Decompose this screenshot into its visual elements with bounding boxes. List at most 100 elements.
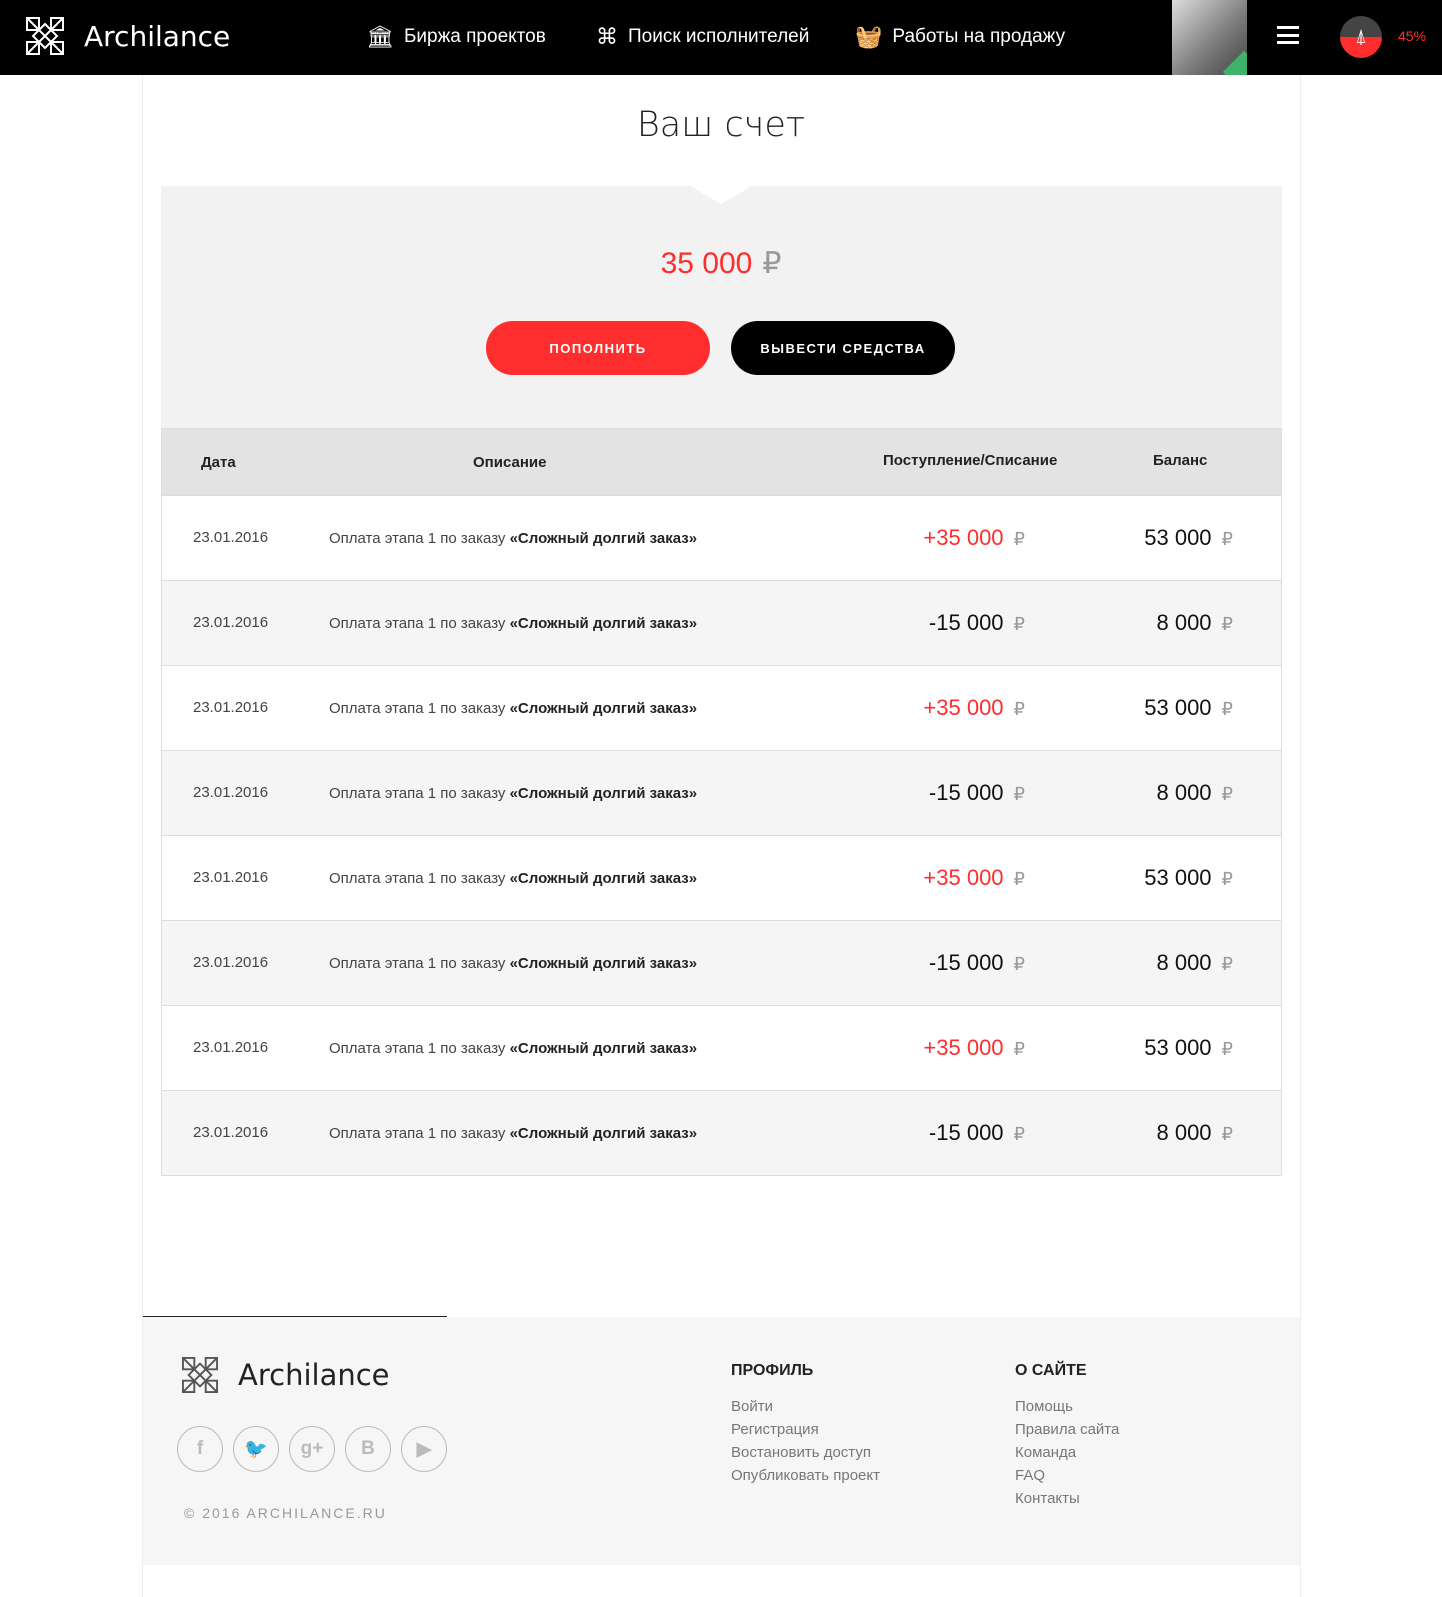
panel-notch <box>690 186 752 204</box>
footer-link[interactable]: FAQ <box>1015 1467 1046 1484</box>
order-link[interactable]: «Сложный долгий заказ» <box>509 700 698 717</box>
footer-link[interactable]: Контакты <box>1015 1490 1080 1507</box>
currency-sign: ₽ <box>762 247 782 280</box>
row-description: Оплата этапа 1 по заказу «Сложный долгий… <box>329 615 697 632</box>
table-row: 23.01.2016 Оплата этапа 1 по заказу «Сло… <box>162 580 1281 665</box>
currency-sign: ₽ <box>1221 1124 1233 1144</box>
amount-value: -15 000 <box>928 1120 1004 1145</box>
balance-value: 53 000 <box>1144 1035 1212 1060</box>
balance-value: 8 000 <box>1156 950 1212 975</box>
order-link[interactable]: «Сложный долгий заказ» <box>509 615 698 632</box>
withdraw-button[interactable]: ВЫВЕСТИ СРЕДСТВА <box>731 321 955 375</box>
brand-name: Archilance <box>84 19 231 53</box>
currency-sign: ₽ <box>1221 1039 1233 1059</box>
content-frame <box>142 75 1301 1597</box>
amount-value: +35 000 <box>923 1035 1004 1060</box>
currency-sign: ₽ <box>1013 699 1025 719</box>
nav-projects[interactable]: 🏛 Биржа проектов <box>366 24 546 50</box>
table-row: 23.01.2016 Оплата этапа 1 по заказу «Сло… <box>162 1005 1281 1090</box>
currency-sign: ₽ <box>1013 614 1025 634</box>
amount-value: -15 000 <box>928 950 1004 975</box>
footer-link[interactable]: Опубликовать проект <box>731 1467 880 1484</box>
currency-sign: ₽ <box>1013 784 1025 804</box>
menu-icon[interactable] <box>1277 26 1299 44</box>
compass-progress-icon[interactable]: ⍋ <box>1340 16 1382 58</box>
row-balance: 53 000 ₽ <box>1144 695 1233 721</box>
row-description: Оплата этапа 1 по заказу «Сложный долгий… <box>329 700 697 717</box>
nav-works-for-sale[interactable]: 🧺 Работы на продажу <box>855 24 1065 50</box>
order-link[interactable]: «Сложный долгий заказ» <box>509 530 698 547</box>
row-balance: 53 000 ₽ <box>1144 1035 1233 1061</box>
top-header: Archilance 🏛 Биржа проектов ⌘ Поиск исполн… <box>0 0 1442 75</box>
row-balance: 8 000 ₽ <box>1156 610 1233 636</box>
youtube-icon[interactable]: ▶ <box>401 1426 447 1472</box>
transactions-table: Дата Описание Поступление/Списание Балан… <box>161 428 1282 1176</box>
row-date: 23.01.2016 <box>193 1039 269 1056</box>
row-date: 23.01.2016 <box>193 614 269 631</box>
facebook-icon[interactable]: f <box>177 1426 223 1472</box>
balance-value: 53 000 <box>1144 695 1212 720</box>
row-description: Оплата этапа 1 по заказу «Сложный долгий… <box>329 1040 697 1057</box>
table-row: 23.01.2016 Оплата этапа 1 по заказу «Сло… <box>162 920 1281 1005</box>
header-balance: Баланс <box>1153 452 1208 469</box>
row-date: 23.01.2016 <box>193 784 269 801</box>
currency-sign: ₽ <box>1221 784 1233 804</box>
google-plus-icon[interactable]: g+ <box>289 1426 335 1472</box>
currency-sign: ₽ <box>1221 529 1233 549</box>
footer-link[interactable]: Помощь <box>1015 1398 1073 1415</box>
footer <box>143 1317 1300 1565</box>
row-amount: +35 000 ₽ <box>923 525 1025 551</box>
page-title: Ваш счет <box>636 105 806 145</box>
twitter-icon[interactable]: 🐦 <box>233 1426 279 1472</box>
nav-freelancers[interactable]: ⌘ Поиск исполнителей <box>596 24 809 50</box>
order-link[interactable]: «Сложный долгий заказ» <box>509 1125 698 1142</box>
footer-profile-column: ПРОФИЛЬ Войти Регистрация Востановить досту… <box>731 1362 880 1490</box>
table-row: 23.01.2016 Оплата этапа 1 по заказу «Сло… <box>162 835 1281 920</box>
balance-value: 53 000 <box>1144 525 1212 550</box>
nav-label: Работы на продажу <box>892 26 1066 47</box>
row-balance: 53 000 ₽ <box>1144 865 1233 891</box>
footer-brand: Archilance <box>238 1358 390 1392</box>
currency-sign: ₽ <box>1013 1039 1025 1059</box>
currency-sign: ₽ <box>1013 954 1025 974</box>
description-text: Оплата этапа 1 по заказу <box>329 1125 510 1142</box>
balance-value: 35 000 <box>660 247 753 280</box>
row-balance: 8 000 ₽ <box>1156 950 1233 976</box>
header-description: Описание <box>473 454 547 471</box>
order-link[interactable]: «Сложный долгий заказ» <box>509 870 698 887</box>
avatar[interactable] <box>1172 0 1247 75</box>
footer-link[interactable]: Войти <box>731 1398 773 1415</box>
description-text: Оплата этапа 1 по заказу <box>329 785 510 802</box>
footer-link[interactable]: Востановить доступ <box>731 1444 871 1461</box>
row-date: 23.01.2016 <box>193 529 269 546</box>
table-row: 23.01.2016 Оплата этапа 1 по заказу «Сло… <box>162 495 1281 580</box>
description-text: Оплата этапа 1 по заказу <box>329 530 510 547</box>
row-description: Оплата этапа 1 по заказу «Сложный долгий… <box>329 870 697 887</box>
currency-sign: ₽ <box>1013 869 1025 889</box>
amount-value: +35 000 <box>923 695 1004 720</box>
currency-sign: ₽ <box>1221 954 1233 974</box>
currency-sign: ₽ <box>1013 1124 1025 1144</box>
vk-icon[interactable]: B <box>345 1426 391 1472</box>
footer-link[interactable]: Правила сайта <box>1015 1421 1120 1438</box>
currency-sign: ₽ <box>1221 614 1233 634</box>
footer-link[interactable]: Команда <box>1015 1444 1077 1461</box>
archilance-logo-icon <box>182 1357 218 1393</box>
binoculars-icon: ⌘ <box>596 24 618 49</box>
order-link[interactable]: «Сложный долгий заказ» <box>509 955 698 972</box>
order-link[interactable]: «Сложный долгий заказ» <box>509 1040 698 1057</box>
balance-value: 8 000 <box>1156 780 1212 805</box>
footer-column-title: ПРОФИЛЬ <box>731 1362 814 1379</box>
row-description: Оплата этапа 1 по заказу «Сложный долгий… <box>329 955 697 972</box>
row-description: Оплата этапа 1 по заказу «Сложный долгий… <box>329 530 697 547</box>
topup-button[interactable]: ПОПОЛНИТЬ <box>486 321 710 375</box>
row-amount: +35 000 ₽ <box>923 695 1025 721</box>
footer-link[interactable]: Регистрация <box>731 1421 819 1438</box>
footer-logo[interactable]: Archilance <box>182 1357 390 1393</box>
brand-logo[interactable]: Archilance <box>26 17 230 55</box>
balance-value: 8 000 <box>1156 610 1212 635</box>
order-link[interactable]: «Сложный долгий заказ» <box>509 785 698 802</box>
basket-icon: 🧺 <box>855 24 883 49</box>
social-links: f 🐦 g+ B ▶ <box>177 1426 447 1472</box>
description-text: Оплата этапа 1 по заказу <box>329 615 510 632</box>
